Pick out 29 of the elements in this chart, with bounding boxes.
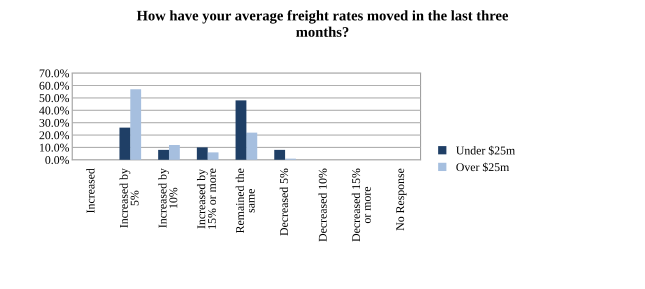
chart-title: How have your average freight rates moved in the last three months?: [136, 10, 508, 37]
bar: [168, 144, 180, 160]
x-tick-label: Decreased 15% or more: [352, 168, 371, 242]
bar: [119, 128, 130, 160]
bar: [196, 147, 208, 160]
legend-label: Under $25m: [456, 146, 515, 156]
y-tick-label: 0.0%: [45, 156, 70, 164]
y-tick-label: 50.0%: [40, 94, 70, 102]
x-tick-label: Remained the same: [236, 168, 255, 234]
y-tick-label: 70.0%: [40, 69, 70, 78]
bar: [246, 132, 258, 160]
y-tick-label: 60.0%: [39, 82, 70, 90]
x-tick-label: Increased by 10%: [158, 168, 178, 228]
x-tick-label: Decreased 10%: [318, 168, 327, 242]
y-tick-label: 20.0%: [39, 131, 70, 140]
x-tick-label: Increased by 15% or more: [196, 168, 216, 229]
y-tick-label: 40.0%: [39, 106, 70, 115]
bar: [208, 152, 219, 160]
bar: [274, 150, 286, 160]
x-tick-label: Decreased 5%: [280, 168, 288, 236]
y-tick-label: 10.0%: [40, 144, 70, 152]
x-tick-label: No Response: [396, 168, 407, 230]
y-tick-label: 30.0%: [40, 118, 70, 127]
bar: [130, 89, 142, 160]
legend-label: Over $25m: [456, 162, 510, 172]
bar: [158, 150, 169, 160]
bar: [236, 100, 246, 160]
x-tick-label: Increased: [86, 168, 95, 213]
x-tick-label: Increased by 5%: [120, 168, 139, 228]
